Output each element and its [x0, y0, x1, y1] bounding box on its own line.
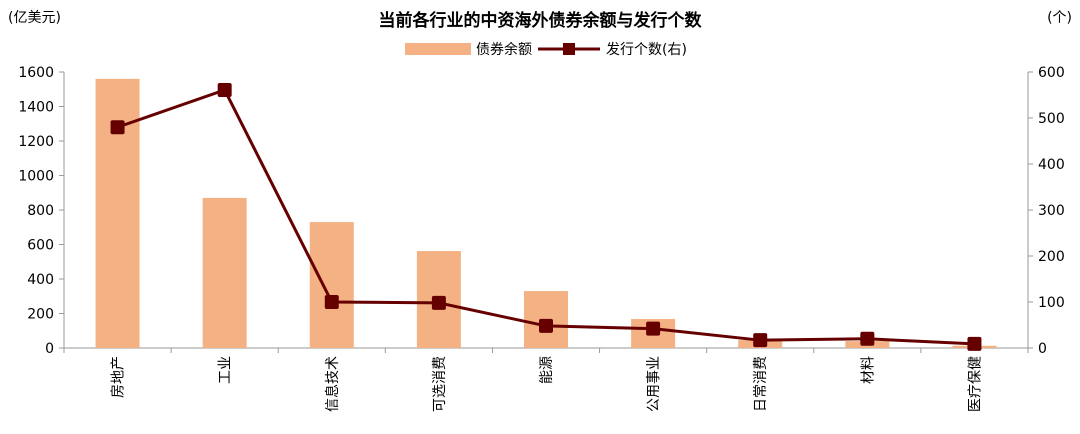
line-marker [753, 333, 768, 348]
x-tick-label: 信息技术 [324, 356, 341, 412]
y-tick-label-left: 800 [27, 203, 54, 219]
legend-bar-label: 债券余额 [476, 41, 532, 58]
y-axis-left-label: (亿美元) [8, 10, 61, 26]
x-tick-label: 可选消费 [432, 356, 448, 412]
y-tick-label-right: 0 [1038, 341, 1047, 357]
bar [95, 78, 140, 349]
y-tick-label-left: 0 [45, 341, 54, 357]
line-marker [217, 82, 232, 97]
bar [202, 197, 247, 348]
line-marker [646, 321, 661, 336]
y-tick-label-right: 100 [1038, 295, 1065, 311]
legend-bar-swatch [405, 43, 471, 55]
y-tick-label-left: 200 [27, 307, 54, 323]
line-marker [539, 318, 553, 333]
chart-title: 当前各行业的中资海外债券余额与发行个数 [379, 10, 703, 31]
legend: 债券余额 发行个数(右) [405, 41, 687, 58]
x-tick-label: 房地产 [111, 356, 127, 398]
y-tick-label-left: 1600 [18, 65, 54, 81]
x-tick-label: 能源 [539, 356, 555, 384]
y-tick-label-left: 600 [27, 238, 54, 254]
y-axis-right-label: (个) [1047, 10, 1072, 26]
legend-line-label: 发行个数(右) [606, 42, 687, 58]
y-tick-label-left: 1000 [18, 169, 54, 185]
legend-line-marker [563, 43, 575, 55]
y-tick-label-right: 600 [1038, 65, 1065, 81]
y-tick-label-right: 500 [1038, 111, 1065, 127]
x-tick-label: 材料 [860, 356, 876, 384]
y-tick-label-left: 1400 [18, 100, 54, 116]
line-marker [431, 295, 446, 310]
line-marker [967, 336, 982, 351]
line-marker [860, 331, 875, 346]
y-tick-label-left: 400 [27, 272, 54, 288]
y-tick-label-right: 400 [1038, 157, 1065, 173]
x-tick-label: 工业 [218, 356, 234, 384]
line-marker [110, 120, 125, 135]
line-marker [324, 295, 339, 309]
x-tick-label: 公用事业 [646, 356, 662, 412]
x-tick-label: 医疗保健 [967, 356, 983, 412]
y-tick-label-right: 300 [1038, 203, 1065, 219]
bar [309, 222, 354, 348]
x-tick-label: 日常消费 [753, 356, 769, 412]
y-tick-label-right: 200 [1038, 249, 1065, 265]
y-tick-label-left: 1200 [18, 134, 54, 150]
